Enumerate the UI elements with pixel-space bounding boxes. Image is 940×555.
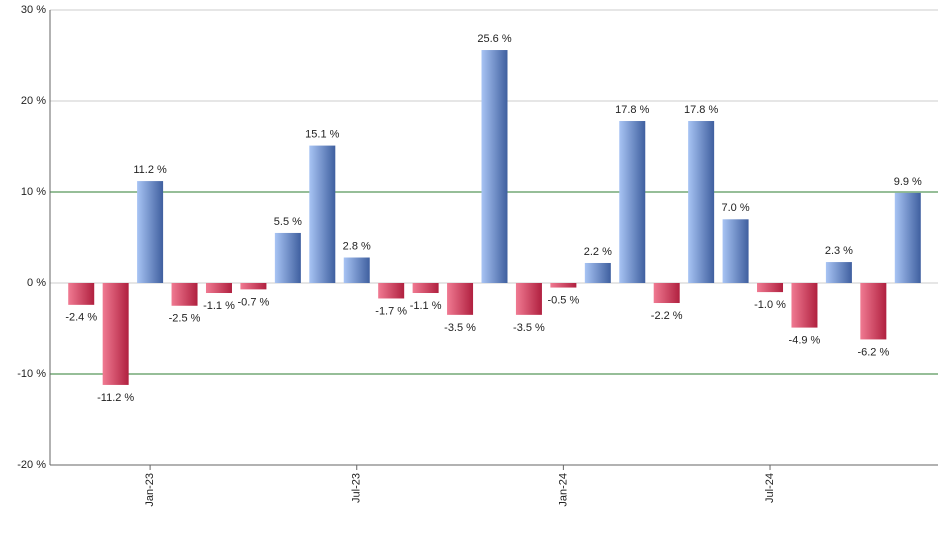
value-label: -1.0 % bbox=[754, 299, 786, 311]
y-tick-label: 20 % bbox=[21, 95, 46, 107]
value-label: -6.2 % bbox=[857, 346, 889, 358]
bar bbox=[378, 283, 405, 299]
y-tick-label: 10 % bbox=[21, 186, 46, 198]
bar bbox=[688, 121, 715, 284]
value-label: -0.7 % bbox=[238, 296, 270, 308]
value-label: 2.8 % bbox=[343, 240, 371, 252]
y-tick-label: -20 % bbox=[17, 459, 46, 471]
bar bbox=[791, 283, 818, 328]
value-label: 25.6 % bbox=[477, 33, 511, 45]
value-label: 2.2 % bbox=[584, 246, 612, 258]
bar bbox=[240, 283, 267, 290]
bar bbox=[584, 262, 611, 283]
value-label: -2.2 % bbox=[651, 310, 683, 322]
bar bbox=[68, 283, 95, 305]
value-label: -3.5 % bbox=[444, 322, 476, 334]
bar bbox=[722, 219, 749, 283]
value-label: 17.8 % bbox=[615, 104, 649, 116]
bar bbox=[894, 192, 921, 283]
bar bbox=[171, 283, 198, 306]
value-label: -1.7 % bbox=[375, 305, 407, 317]
value-label: 2.3 % bbox=[825, 245, 853, 257]
value-label: 11.2 % bbox=[133, 164, 167, 176]
bar bbox=[205, 283, 232, 294]
bar bbox=[515, 283, 542, 315]
value-label: -2.4 % bbox=[65, 312, 97, 324]
bar bbox=[343, 257, 370, 283]
x-tick-label: Jul-23 bbox=[351, 473, 363, 503]
bar bbox=[619, 121, 646, 284]
value-label: 9.9 % bbox=[894, 176, 922, 188]
bar bbox=[309, 145, 336, 283]
x-tick-label: Jan-24 bbox=[557, 473, 569, 507]
value-label: -2.5 % bbox=[169, 313, 201, 325]
value-label: -11.2 % bbox=[97, 392, 134, 404]
bar bbox=[860, 283, 887, 340]
value-label: 15.1 % bbox=[305, 128, 339, 140]
value-label: 7.0 % bbox=[722, 202, 750, 214]
bar bbox=[447, 283, 474, 315]
value-label: -3.5 % bbox=[513, 322, 545, 334]
value-label: -4.9 % bbox=[789, 334, 821, 346]
value-label: 17.8 % bbox=[684, 104, 718, 116]
x-tick-label: Jan-23 bbox=[144, 473, 156, 507]
bar bbox=[481, 50, 508, 283]
y-tick-label: 0 % bbox=[27, 277, 46, 289]
bar bbox=[550, 283, 577, 288]
value-label: -0.5 % bbox=[547, 294, 579, 306]
bar bbox=[825, 262, 852, 283]
bar bbox=[757, 283, 784, 293]
value-label: 5.5 % bbox=[274, 216, 302, 228]
value-label: -1.1 % bbox=[410, 300, 442, 312]
bar bbox=[137, 181, 164, 283]
x-tick-label: Jul-24 bbox=[764, 473, 776, 503]
y-tick-label: 30 % bbox=[21, 4, 46, 16]
bar bbox=[653, 283, 680, 304]
bar bbox=[102, 283, 129, 385]
y-tick-label: -10 % bbox=[17, 368, 46, 380]
value-label: -1.1 % bbox=[203, 300, 235, 312]
bar bbox=[412, 283, 439, 294]
bar bbox=[274, 232, 301, 283]
